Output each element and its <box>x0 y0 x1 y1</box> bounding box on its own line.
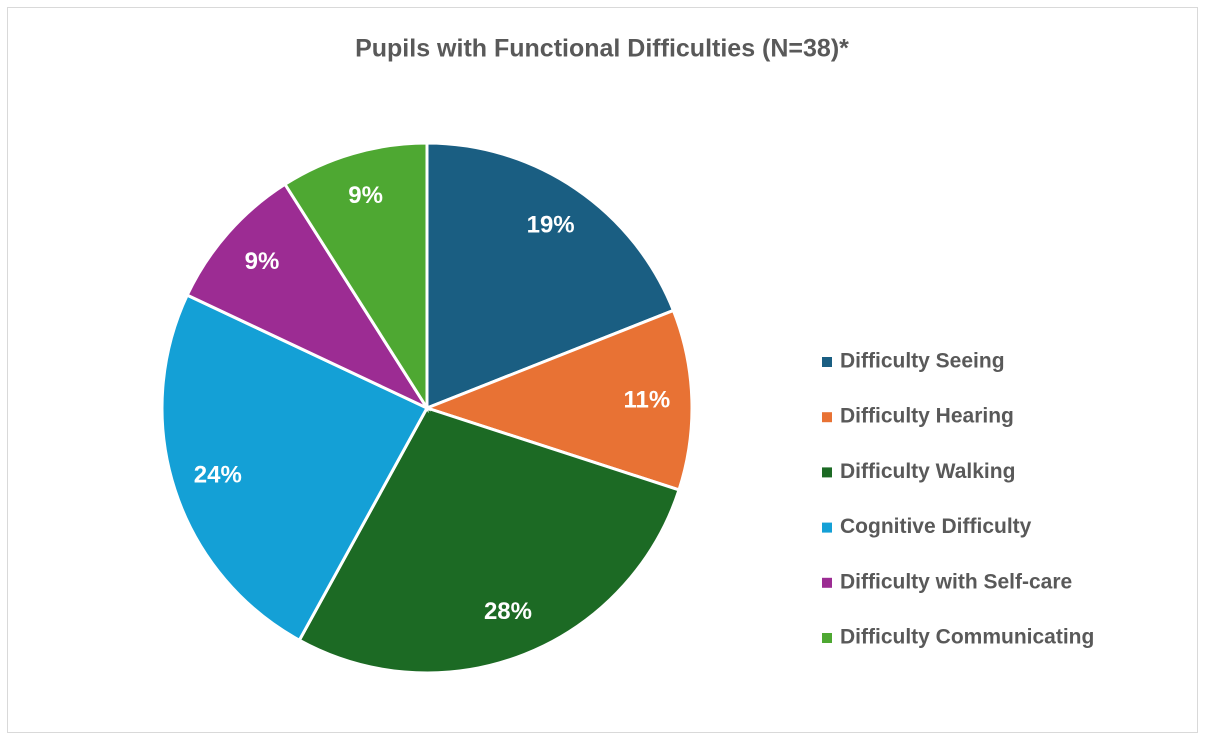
legend-label: Difficulty Hearing <box>840 405 1014 428</box>
pie-slice <box>422 308 694 492</box>
pie-slice <box>185 182 432 412</box>
legend-swatch <box>822 577 832 588</box>
legend-swatch <box>822 522 832 533</box>
data-label: 28% <box>484 598 532 625</box>
legend-label: Difficulty Communicating <box>840 626 1094 649</box>
legend-swatch <box>822 467 832 478</box>
legend-label: Difficulty Seeing <box>840 350 1005 373</box>
legend-swatch <box>822 357 832 367</box>
data-label: 9% <box>348 182 383 209</box>
pie-slice <box>282 141 429 414</box>
legend-label: Difficulty Walking <box>840 460 1015 483</box>
pie-slice <box>160 293 430 643</box>
data-label: 9% <box>245 248 280 275</box>
data-label: 19% <box>527 211 575 238</box>
legend-swatch <box>822 412 832 423</box>
legend-swatch <box>822 633 832 643</box>
pie-slice <box>297 406 681 675</box>
legend-label: Difficulty with Self-care <box>840 570 1072 593</box>
pie-slice <box>425 141 676 411</box>
data-label: 24% <box>194 461 242 488</box>
chart-title: Pupils with Functional Difficulties (N=3… <box>355 35 849 63</box>
data-label: 11% <box>623 386 670 413</box>
legend-label: Cognitive Difficulty <box>840 515 1032 538</box>
